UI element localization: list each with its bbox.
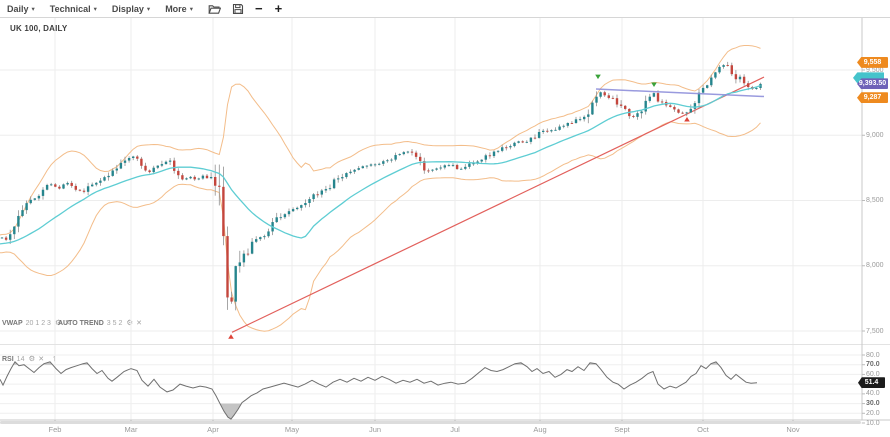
save-icon[interactable] <box>232 3 244 15</box>
price-tick-label: 9,000 <box>866 131 884 139</box>
auto-trend-rising-support <box>231 76 765 333</box>
rsi-value-badge: 51.4 <box>858 377 885 389</box>
price-tick-label: 8,000 <box>866 262 884 270</box>
auto-trend-params: 3 5 2 <box>106 320 123 327</box>
auto-trend-resistance <box>595 88 765 98</box>
rsi-name: RSI <box>2 356 14 363</box>
menu-more-label: More <box>165 3 187 14</box>
price-badge-upper-band: 9,558 <box>857 56 888 68</box>
month-label: Feb <box>48 425 62 434</box>
bollinger-lower-band <box>0 121 761 332</box>
triangle-up-icon <box>228 334 234 339</box>
menu-technical-label: Technical <box>49 3 91 14</box>
triangle-down-icon <box>651 82 657 87</box>
close-icon[interactable]: ✕ <box>136 320 142 327</box>
gridlines <box>0 18 862 424</box>
menu-daily-label: Daily <box>7 3 29 14</box>
menu-display[interactable]: Display ▾ <box>112 4 150 14</box>
menu-more[interactable]: More ▾ <box>165 4 193 14</box>
chart-toolbar: Daily ▾ Technical ▾ Display ▾ More ▾ − + <box>0 0 890 18</box>
indicator-label-vwap: VWAP 20 1 2 3 ⚙ ✕ <box>2 318 71 327</box>
gear-icon[interactable]: ⚙ <box>28 354 36 363</box>
trend-signal-markers <box>228 74 690 339</box>
month-label: Apr <box>207 425 219 434</box>
rsi-params: 14 <box>16 356 25 363</box>
indicator-label-rsi: RSI 14 ⚙ ✕ ↑ <box>2 353 57 363</box>
price-badge-last-price: 9,393.50 <box>857 78 888 90</box>
rsi-tick-label: 10.0 <box>866 419 880 427</box>
close-icon[interactable]: ✕ <box>38 356 45 363</box>
chevron-down-icon: ▾ <box>189 6 193 13</box>
price-badge-moving-average <box>853 72 884 84</box>
month-label: Sept <box>614 425 630 434</box>
month-label: Aug <box>533 425 547 434</box>
chevron-down-icon: ▾ <box>93 6 97 13</box>
month-label: Mar <box>124 425 138 434</box>
zoom-out-button[interactable]: − <box>254 0 263 16</box>
zoom-in-button[interactable]: + <box>274 0 283 16</box>
gear-icon[interactable]: ⚙ <box>54 318 62 327</box>
horizontal-scrollbar[interactable] <box>0 421 861 424</box>
price-tick-label: 7,500 <box>866 327 884 335</box>
chevron-down-icon: ▾ <box>31 6 35 13</box>
rsi-line <box>0 360 758 420</box>
rsi-tick-label: 70.0 <box>866 361 880 369</box>
month-label: May <box>284 425 300 434</box>
rsi-tick-label: 80.0 <box>866 351 880 359</box>
instrument-label: UK 100, DAILY <box>10 24 68 33</box>
close-icon[interactable]: ✕ <box>64 320 71 327</box>
auto-trend-name: AUTO TREND <box>58 320 104 327</box>
rsi-pane <box>0 360 758 420</box>
gear-icon[interactable]: ⚙ <box>126 318 134 327</box>
rsi-tick-label: 40.0 <box>866 390 880 398</box>
month-label: Oct <box>697 425 709 434</box>
chevron-down-icon: ▾ <box>146 6 151 13</box>
month-label: Jun <box>368 425 382 434</box>
triangle-down-icon <box>595 74 601 80</box>
price-badge-lower-band: 9,287 <box>857 92 888 104</box>
vwap-ma-line <box>0 84 761 245</box>
candles-layer <box>0 61 762 311</box>
month-label: Nov <box>786 425 800 434</box>
indicator-label-auto-trend: AUTO TREND 3 5 2 ⚙ ✕ <box>58 318 142 327</box>
main-pane <box>0 45 765 339</box>
vwap-name: VWAP <box>2 320 23 327</box>
rsi-tick-label: 30.0 <box>866 400 880 408</box>
bollinger-upper-band <box>0 45 761 236</box>
price-tick-label: 8,500 <box>866 197 884 204</box>
move-pane-up-icon[interactable]: ↑ <box>52 353 57 363</box>
open-folder-icon[interactable] <box>208 3 221 15</box>
menu-technical[interactable]: Technical ▾ <box>50 4 97 14</box>
vwap-params: 20 1 2 3 <box>25 320 51 327</box>
rsi-tick-label: 20.0 <box>866 409 880 417</box>
menu-timeframe-daily[interactable]: Daily ▾ <box>7 4 35 14</box>
month-label: Jul <box>450 425 460 434</box>
menu-display-label: Display <box>111 3 144 14</box>
triangle-up-icon <box>684 116 690 122</box>
price-tick-label: 9,500 <box>866 66 884 74</box>
rsi-tick-label: 60.0 <box>866 370 880 378</box>
